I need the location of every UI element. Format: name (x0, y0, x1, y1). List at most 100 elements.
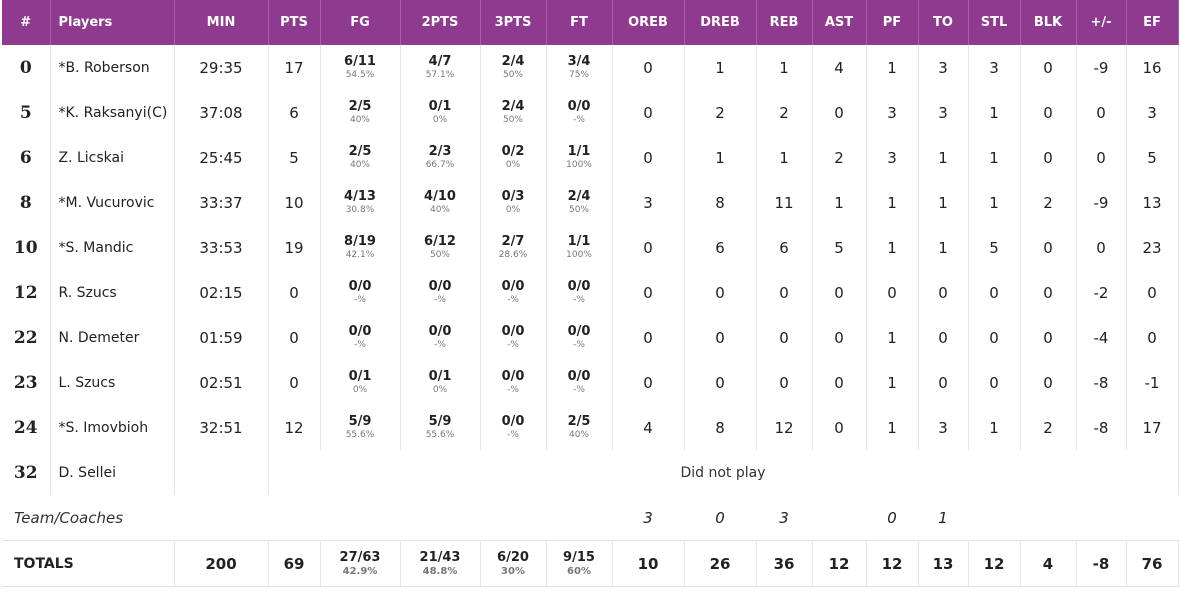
player-ft-pct: 75% (568, 70, 589, 80)
player-name[interactable]: R. Szucs (50, 270, 175, 315)
player-pf: 1 (866, 315, 919, 360)
team-3pts (480, 495, 546, 541)
team-ast (812, 495, 866, 541)
player-reb: 1 (756, 45, 813, 90)
player-number: 6 (2, 135, 51, 180)
player-oreb: 0 (612, 360, 685, 405)
player-p2: 0/1 0% (400, 90, 481, 135)
player-p2-made: 5/9 (428, 414, 452, 429)
player-pf: 1 (866, 45, 919, 90)
player-reb: 11 (756, 180, 813, 225)
player-pts: 17 (268, 45, 321, 90)
totals-ef: 76 (1126, 540, 1179, 587)
team-stl (968, 495, 1020, 541)
player-name[interactable]: *S. Imovbioh (50, 405, 175, 450)
totals-fg: 27/63 42.9% (320, 540, 401, 587)
player-fg-made: 0/1 (348, 369, 372, 384)
col-oreb-header[interactable]: OREB (612, 0, 685, 45)
col-number-header[interactable]: # (2, 0, 51, 45)
totals-3pts-made: 6/20 (497, 549, 529, 565)
player-p2: 5/9 55.6% (400, 405, 481, 450)
team-fg (320, 495, 400, 541)
player-p2-pct: 66.7% (425, 160, 455, 170)
player-p2-pct: 55.6% (425, 430, 455, 440)
col-to-header[interactable]: TO (918, 0, 969, 45)
player-fg-made: 6/11 (344, 54, 376, 69)
player-ft-made: 0/0 (567, 369, 591, 384)
col-ast-header[interactable]: AST (812, 0, 867, 45)
player-fg-pct: 0% (352, 385, 368, 395)
col-stl-header[interactable]: STL (968, 0, 1021, 45)
totals-oreb: 10 (612, 540, 685, 587)
col-reb-header[interactable]: REB (756, 0, 813, 45)
col-ft-header[interactable]: FT (546, 0, 613, 45)
player-p3-pct: 50% (502, 70, 523, 80)
player-fg-made: 2/5 (348, 144, 372, 159)
player-p3: 2/7 28.6% (480, 225, 547, 270)
player-name[interactable]: N. Demeter (50, 315, 175, 360)
player-name[interactable]: L. Szucs (50, 360, 175, 405)
player-blk: 0 (1020, 225, 1077, 270)
player-p3-made: 0/0 (501, 369, 525, 384)
player-oreb: 0 (612, 225, 685, 270)
player-name[interactable]: *K. Raksanyi(C) (50, 90, 175, 135)
player-p3-pct: -% (507, 295, 519, 305)
totals-stl: 12 (968, 540, 1021, 587)
col-blk-header[interactable]: BLK (1020, 0, 1077, 45)
player-fg-pct: 40% (349, 160, 370, 170)
player-fg-made: 0/0 (348, 324, 372, 339)
player-min: 02:51 (174, 360, 269, 405)
player-ast: 4 (812, 45, 867, 90)
player-reb: 12 (756, 405, 813, 450)
player-blk: 0 (1020, 360, 1077, 405)
player-to: 3 (918, 405, 969, 450)
player-ft-pct: 50% (568, 205, 589, 215)
totals-ft-pct: 60% (567, 565, 591, 577)
player-number: 10 (2, 225, 51, 270)
player-dreb: 8 (684, 405, 757, 450)
player-ast: 5 (812, 225, 867, 270)
col-3pts-header[interactable]: 3PTS (480, 0, 547, 45)
player-fg-pct: 54.5% (345, 70, 375, 80)
player-ft: 1/1 100% (546, 225, 613, 270)
col-dreb-header[interactable]: DREB (684, 0, 757, 45)
col-ef-header[interactable]: EF (1126, 0, 1179, 45)
player-name[interactable]: *M. Vucurovic (50, 180, 175, 225)
player-p2-made: 0/1 (428, 99, 452, 114)
col-min-header[interactable]: MIN (174, 0, 269, 45)
col-plusminus-header[interactable]: +/- (1076, 0, 1127, 45)
player-fg-made: 8/19 (344, 234, 376, 249)
player-stl: 0 (968, 270, 1021, 315)
player-pts: 0 (268, 360, 321, 405)
player-to: 1 (918, 180, 969, 225)
player-fg-pct: -% (354, 340, 366, 350)
col-fg-header[interactable]: FG (320, 0, 401, 45)
player-name[interactable]: *S. Mandic (50, 225, 175, 270)
player-reb: 0 (756, 315, 813, 360)
totals-reb: 36 (756, 540, 813, 587)
player-ft: 3/4 75% (546, 45, 613, 90)
player-name[interactable]: D. Sellei (50, 450, 175, 495)
player-ef: 16 (1126, 45, 1179, 90)
player-blk: 0 (1020, 270, 1077, 315)
player-dreb: 8 (684, 180, 757, 225)
player-pm: -8 (1076, 405, 1127, 450)
player-p2-made: 4/10 (424, 189, 456, 204)
player-stl: 0 (968, 360, 1021, 405)
totals-blk: 4 (1020, 540, 1077, 587)
col-2pts-header[interactable]: 2PTS (400, 0, 481, 45)
player-ft: 0/0 -% (546, 360, 613, 405)
col-pf-header[interactable]: PF (866, 0, 919, 45)
col-players-header[interactable]: Players (50, 0, 175, 45)
player-name[interactable]: Z. Licskai (50, 135, 175, 180)
player-pf: 0 (866, 270, 919, 315)
player-min: 33:53 (174, 225, 269, 270)
player-pf: 1 (866, 180, 919, 225)
player-fg-pct: 40% (349, 115, 370, 125)
player-p2-pct: 40% (429, 205, 450, 215)
player-pts: 5 (268, 135, 321, 180)
col-pts-header[interactable]: PTS (268, 0, 321, 45)
player-name[interactable]: *B. Roberson (50, 45, 175, 90)
player-fg-made: 4/13 (344, 189, 376, 204)
player-fg: 8/19 42.1% (320, 225, 401, 270)
